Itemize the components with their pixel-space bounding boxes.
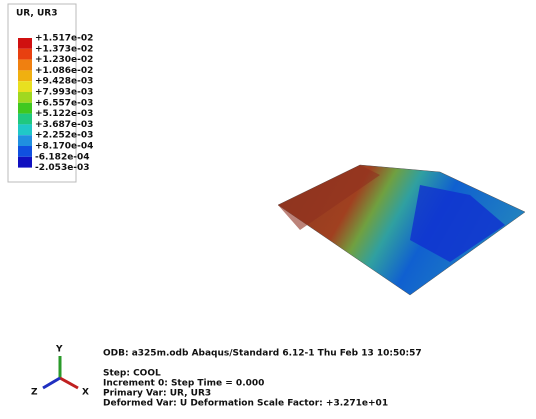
info-odb: ODB: a325m.odb Abaqus/Standard 6.12-1 Th… bbox=[103, 349, 422, 359]
triad: Y X Z bbox=[31, 345, 89, 398]
legend-swatch bbox=[18, 103, 32, 114]
triad-y: Y bbox=[55, 345, 63, 355]
info-step: Step: COOL bbox=[103, 369, 161, 379]
legend-swatch bbox=[18, 92, 32, 103]
legend-label: +7.993e-03 bbox=[35, 88, 93, 98]
legend-swatch bbox=[18, 49, 32, 60]
legend-label: +5.122e-03 bbox=[35, 109, 93, 119]
legend-label: -6.182e-04 bbox=[35, 152, 90, 162]
legend-label: +3.687e-03 bbox=[35, 120, 93, 130]
legend-label: +6.557e-03 bbox=[35, 98, 93, 108]
viewport: UR, UR3 +1.517e-02+1.373e-02+1.230e-02+1… bbox=[0, 0, 536, 419]
legend-swatch bbox=[18, 114, 32, 125]
deformed-shell bbox=[278, 165, 525, 295]
legend-swatch bbox=[18, 70, 32, 81]
triad-z: Z bbox=[31, 388, 38, 398]
legend-label: +8.170e-04 bbox=[35, 142, 93, 152]
info-increment: Increment 0: Step Time = 0.000 bbox=[103, 379, 264, 389]
legend-swatch bbox=[18, 38, 32, 49]
legend-swatch bbox=[18, 146, 32, 157]
legend-swatch bbox=[18, 157, 32, 168]
legend-label: +1.086e-02 bbox=[35, 66, 93, 76]
legend-swatch bbox=[18, 124, 32, 135]
legend-swatch bbox=[18, 81, 32, 92]
legend-swatch bbox=[18, 135, 32, 146]
legend-swatch bbox=[18, 60, 32, 71]
legend-label: -2.053e-03 bbox=[35, 163, 90, 173]
legend-label: +9.428e-03 bbox=[35, 77, 93, 87]
legend-title: UR, UR3 bbox=[16, 9, 57, 19]
triad-x: X bbox=[82, 388, 89, 398]
legend-label: +1.230e-02 bbox=[35, 55, 93, 65]
legend-label: +1.373e-02 bbox=[35, 44, 93, 54]
legend-label: +2.252e-03 bbox=[35, 131, 93, 141]
legend-label: +1.517e-02 bbox=[35, 34, 93, 44]
info-deformed: Deformed Var: U Deformation Scale Factor… bbox=[103, 399, 388, 409]
info-primary: Primary Var: UR, UR3 bbox=[103, 389, 211, 399]
